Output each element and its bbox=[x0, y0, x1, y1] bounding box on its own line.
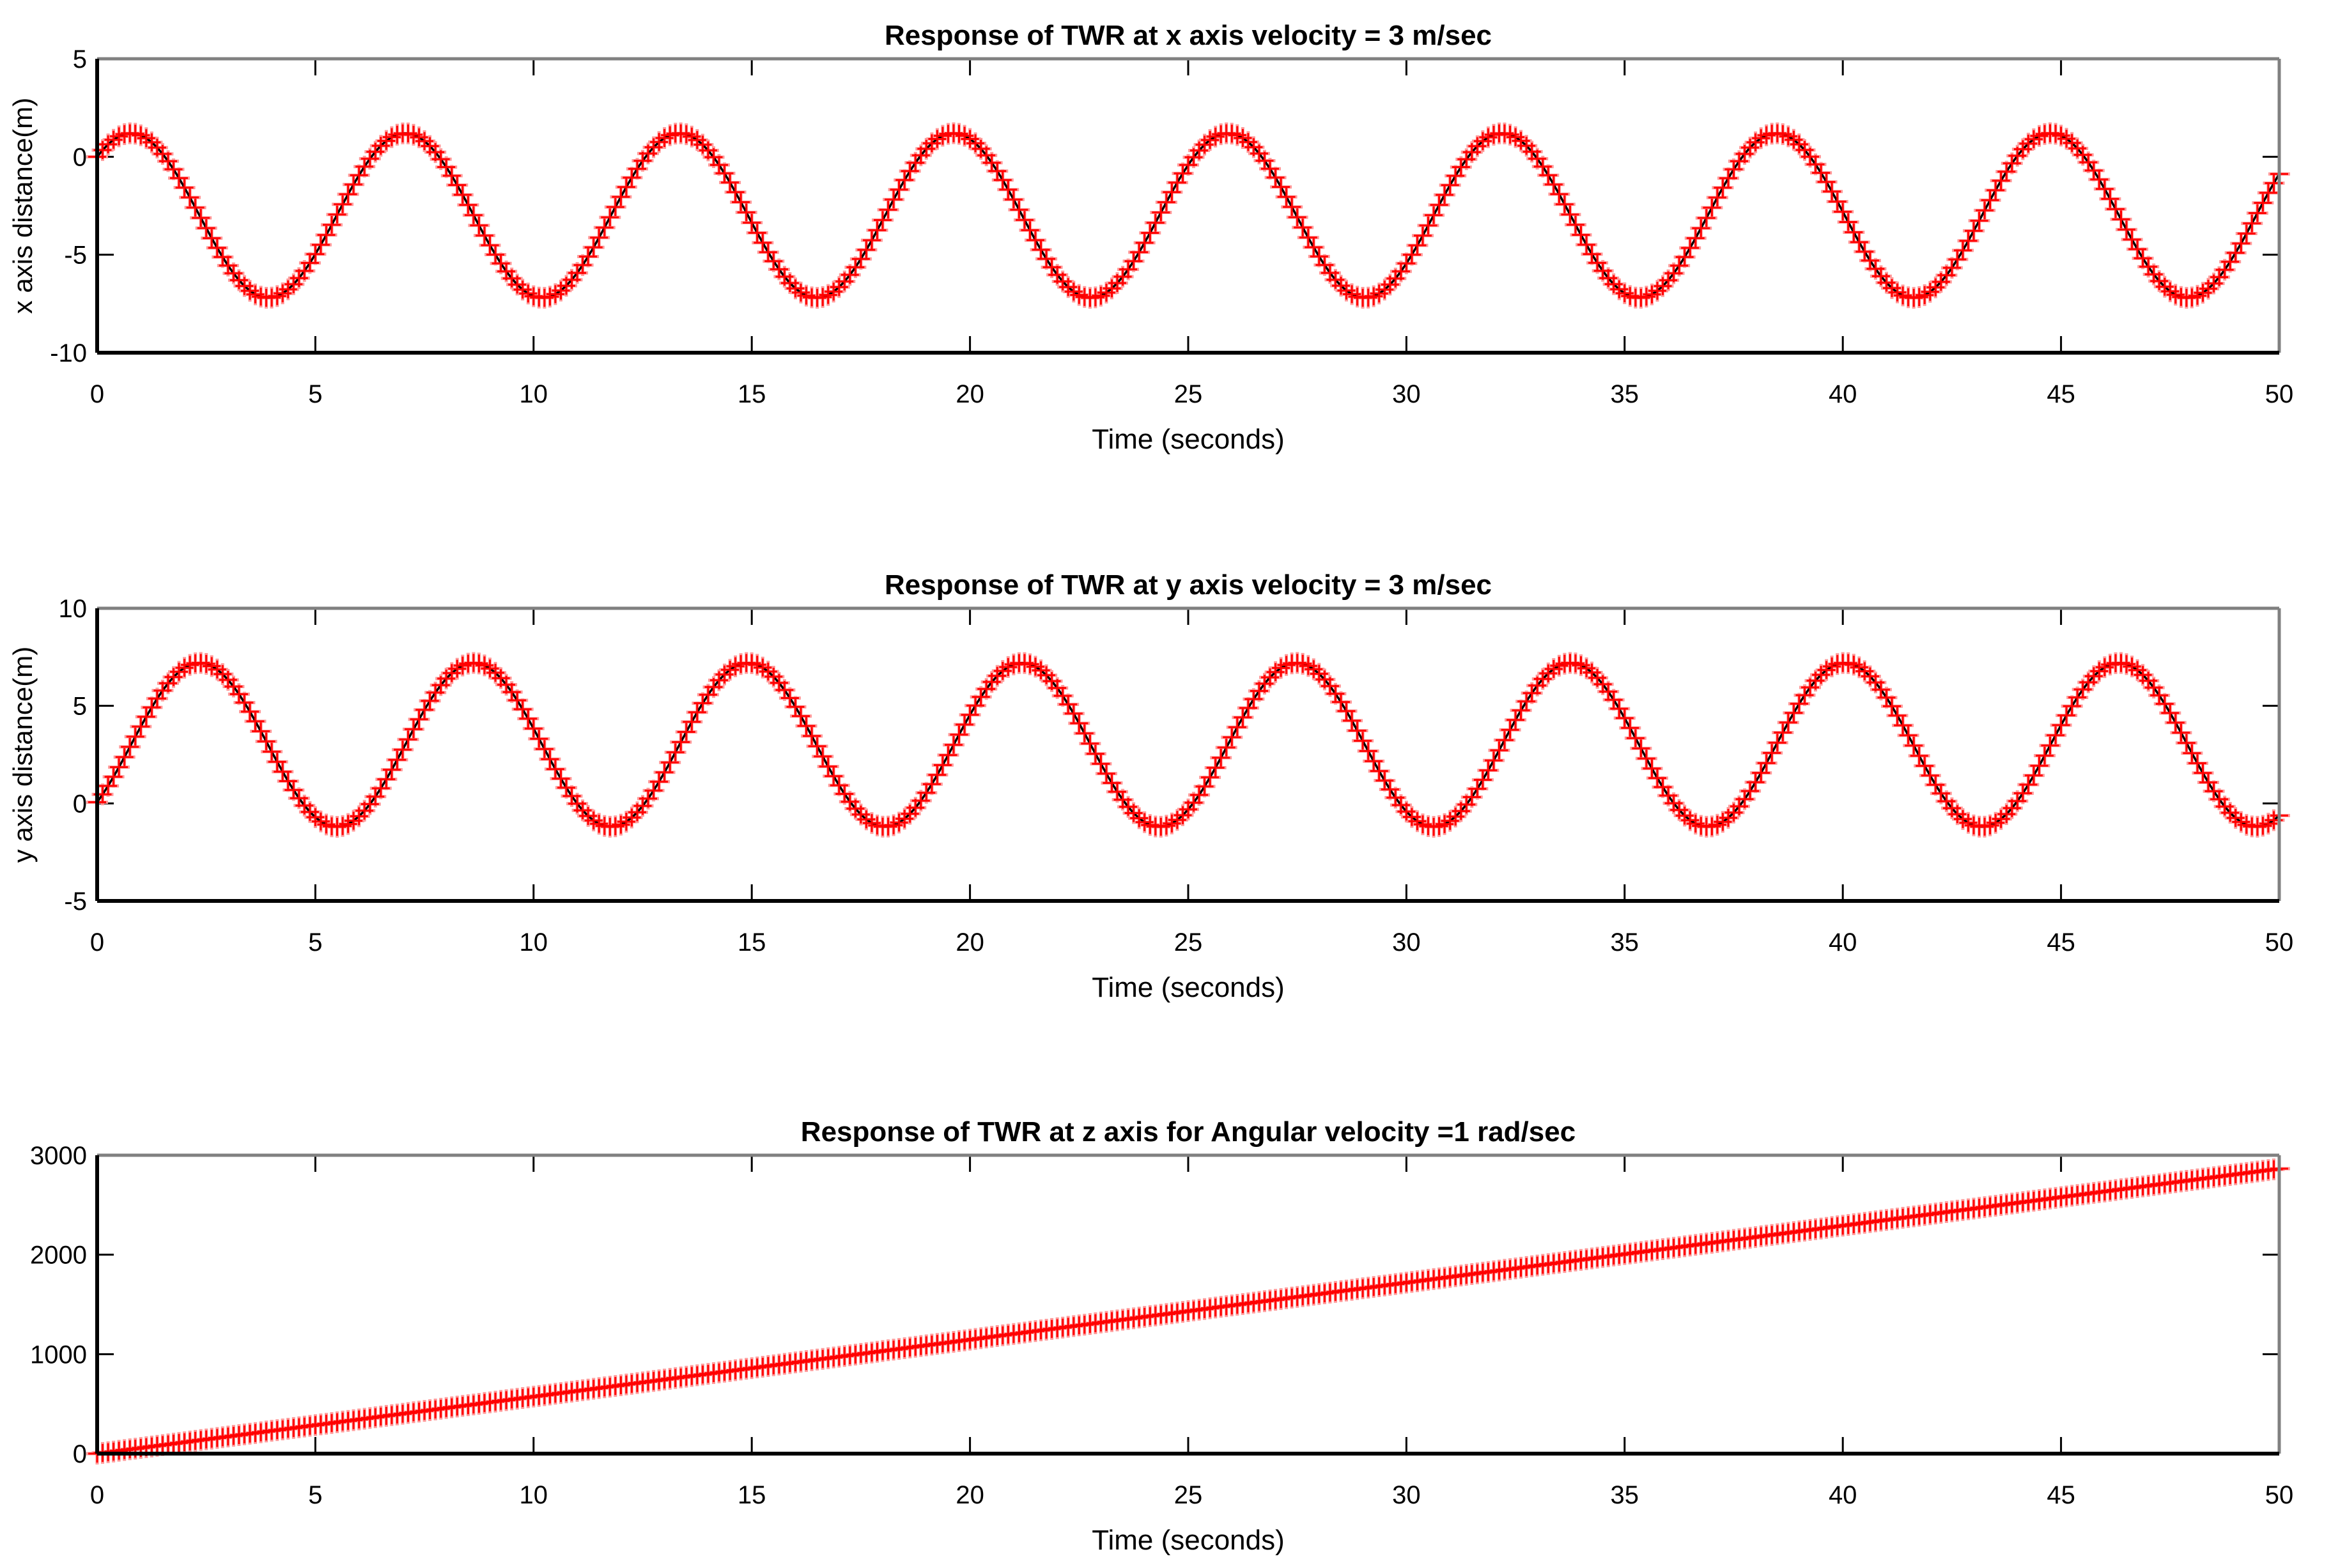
chart-title: Response of TWR at z axis for Angular ve… bbox=[801, 1116, 1576, 1148]
x-tick-label: 35 bbox=[1611, 380, 1639, 408]
x-tick-label: 20 bbox=[956, 1481, 984, 1509]
x-tick-label: 40 bbox=[1829, 928, 1857, 957]
x-axis-label: Time (seconds) bbox=[1092, 1525, 1285, 1556]
x-tick-label: 40 bbox=[1829, 380, 1857, 408]
x-tick-label: 25 bbox=[1174, 1481, 1203, 1509]
y-axis-label: y axis distance(m) bbox=[8, 647, 38, 863]
x-tick-label: 10 bbox=[520, 1481, 548, 1509]
y-tick-labels: -10 -5 0 5 bbox=[50, 45, 87, 367]
x-axis-label: Time (seconds) bbox=[1092, 424, 1285, 455]
y-tick-label: 10 bbox=[59, 595, 88, 623]
x-tick-label: 5 bbox=[308, 380, 322, 408]
x-tick-label: 5 bbox=[308, 928, 322, 957]
x-tick-label: 15 bbox=[738, 928, 766, 957]
chart-title: Response of TWR at y axis velocity = 3 m… bbox=[885, 569, 1492, 601]
y-tick-label: 0 bbox=[73, 1440, 87, 1468]
y-tick-label: -10 bbox=[50, 339, 87, 367]
x-tick-label: 40 bbox=[1829, 1481, 1857, 1509]
x-tick-label: 25 bbox=[1174, 928, 1203, 957]
y-tick-label: -5 bbox=[64, 888, 87, 916]
y-tick-label: 0 bbox=[73, 790, 87, 818]
x-axis-label: Time (seconds) bbox=[1092, 972, 1285, 1003]
subplot-x-axis-response: Response of TWR at x axis velocity = 3 m… bbox=[8, 20, 2293, 455]
x-tick-label: 20 bbox=[956, 380, 984, 408]
x-tick-label: 50 bbox=[2265, 928, 2294, 957]
x-tick-label: 0 bbox=[90, 928, 104, 957]
x-tick-label: 25 bbox=[1174, 380, 1203, 408]
y-tick-label: 5 bbox=[73, 693, 87, 721]
x-tick-label: 10 bbox=[520, 380, 548, 408]
y-tick-label: -5 bbox=[64, 242, 87, 270]
y-tick-label: 0 bbox=[73, 143, 87, 171]
y-tick-label: 5 bbox=[73, 45, 87, 73]
y-tick-labels: 0 1000 2000 3000 bbox=[30, 1142, 87, 1468]
x-tick-labels: 0 5 10 15 20 25 30 35 40 45 50 bbox=[90, 380, 2293, 408]
x-tick-label: 30 bbox=[1392, 1481, 1421, 1509]
axes-frame bbox=[95, 606, 2281, 903]
x-tick-label: 50 bbox=[2265, 380, 2294, 408]
x-tick-label: 20 bbox=[956, 928, 984, 957]
x-tick-labels: 0 5 10 15 20 25 30 35 40 45 50 bbox=[90, 928, 2293, 957]
x-tick-label: 10 bbox=[520, 928, 548, 957]
x-tick-label: 45 bbox=[2047, 1481, 2075, 1509]
y-tick-label: 2000 bbox=[30, 1241, 87, 1270]
x-tick-label: 35 bbox=[1611, 1481, 1639, 1509]
chart-title: Response of TWR at x axis velocity = 3 m… bbox=[885, 20, 1492, 51]
axes-frame bbox=[95, 57, 2281, 355]
x-tick-label: 50 bbox=[2265, 1481, 2294, 1509]
x-tick-label: 15 bbox=[738, 1481, 766, 1509]
x-tick-label: 30 bbox=[1392, 928, 1421, 957]
y-tick-labels: -5 0 5 10 bbox=[59, 595, 88, 916]
y-axis-label: x axis distance(m) bbox=[8, 98, 38, 314]
x-tick-label: 5 bbox=[308, 1481, 322, 1509]
x-tick-label: 0 bbox=[90, 1481, 104, 1509]
x-tick-labels: 0 5 10 15 20 25 30 35 40 45 50 bbox=[90, 1481, 2293, 1509]
axes-frame bbox=[95, 1153, 2281, 1456]
x-tick-label: 0 bbox=[90, 380, 104, 408]
subplot-y-axis-response: Response of TWR at y axis velocity = 3 m… bbox=[8, 569, 2293, 1003]
data-series bbox=[86, 122, 2290, 309]
x-tick-label: 30 bbox=[1392, 380, 1421, 408]
subplot-z-axis-response: Response of TWR at z axis for Angular ve… bbox=[30, 1116, 2293, 1556]
y-tick-label: 1000 bbox=[30, 1341, 87, 1369]
y-tick-label: 3000 bbox=[30, 1142, 87, 1170]
x-tick-label: 45 bbox=[2047, 928, 2075, 957]
x-tick-label: 45 bbox=[2047, 380, 2075, 408]
x-tick-label: 35 bbox=[1611, 928, 1639, 957]
x-tick-label: 15 bbox=[738, 380, 766, 408]
